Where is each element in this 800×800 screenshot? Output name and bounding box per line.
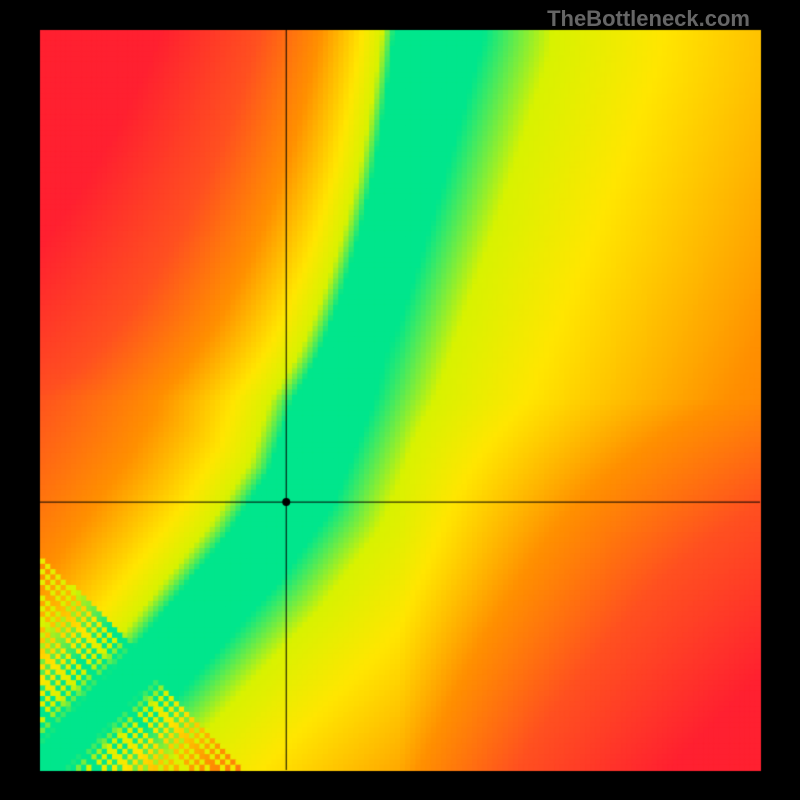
bottleneck-heatmap [0,0,800,800]
watermark-text: TheBottleneck.com [547,6,750,32]
